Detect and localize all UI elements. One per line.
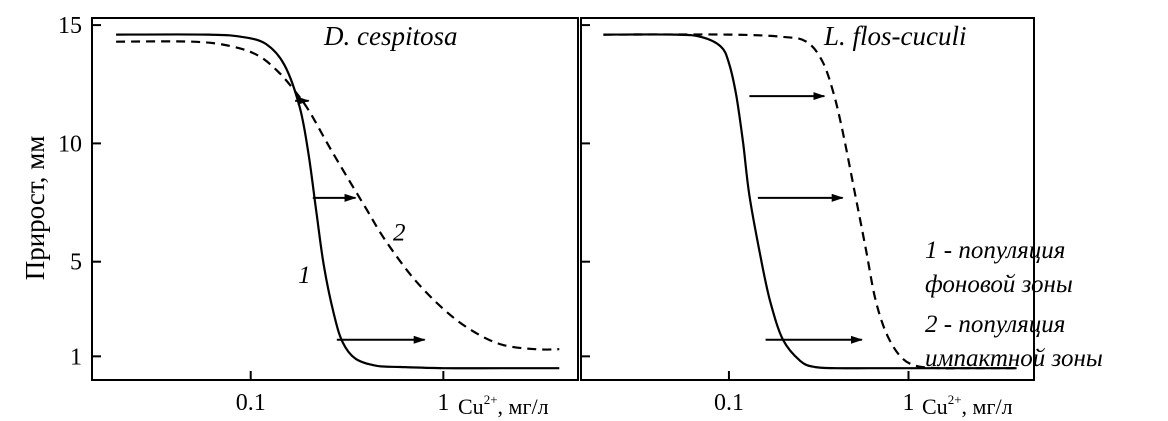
series-lines [116, 33, 560, 370]
y-tick-label: 5 [70, 250, 82, 276]
x-axis-label: Cu2+, мг/л [922, 392, 1013, 419]
legend-entry-2-line-1: 2 - популяция [925, 311, 1065, 338]
series-label-1: 1 [298, 262, 311, 289]
y-tick-label: 1 [70, 344, 82, 370]
series-line-2-dashed [603, 33, 1017, 370]
axis-ticks: 0.1 1 [581, 24, 914, 416]
series-line-1-solid [603, 33, 1017, 370]
legend-entry-2-line-2: импактной зоны [925, 345, 1103, 372]
legend-entry-1-line-1: 1 - популяция [925, 237, 1065, 264]
y-tick-label: 10 [58, 131, 82, 157]
shift-arrows [295, 96, 426, 344]
x-tick-label: 1 [902, 390, 914, 416]
y-tick-label: 15 [58, 13, 82, 39]
plot-frame [91, 17, 579, 381]
shift-arrows [749, 92, 863, 344]
x-axis-label: Cu2+, мг/л [458, 392, 549, 419]
x-tick-label: 1 [437, 390, 449, 416]
series-lines [603, 33, 1017, 370]
series-labels: 12 [298, 219, 405, 289]
series-line-1-solid [116, 33, 560, 370]
legend: 1 - популяция фоновой зоны 2 - популяция… [925, 237, 1103, 372]
plot-frame [580, 17, 1035, 381]
x-tick-label: 0.1 [714, 390, 744, 416]
series-line-2-dashed [116, 40, 560, 351]
series-label-2: 2 [393, 219, 406, 246]
chart-panel-l-flos-cuculi: L. flos-cuculi 0.1 1 Cu2+, мг/л [580, 17, 1035, 419]
chart-title: D. cespitosa [323, 21, 457, 51]
chart-title: L. flos-cuculi [823, 21, 967, 51]
x-tick-label: 0.1 [236, 390, 266, 416]
legend-entry-1-line-2: фоновой зоны [925, 271, 1073, 298]
y-axis-label: Прирост, мм [20, 136, 50, 281]
